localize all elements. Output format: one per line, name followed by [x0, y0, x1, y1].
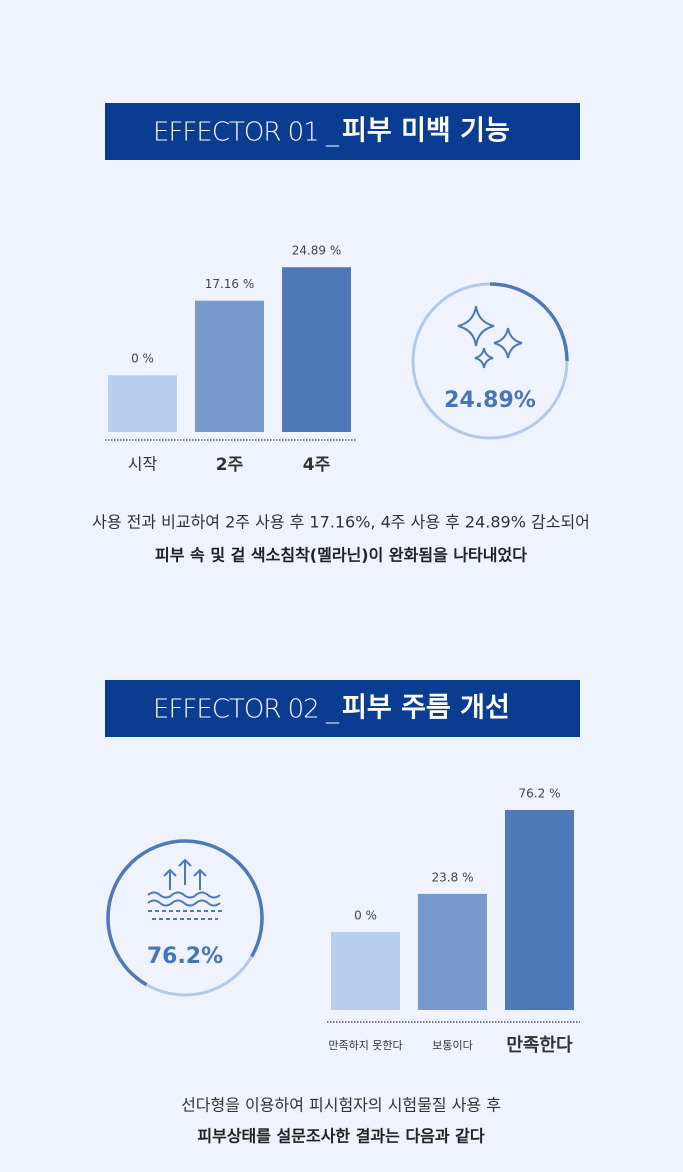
x-tick-label: 만족한다	[506, 1035, 573, 1056]
badge-value: 24.89%	[444, 388, 536, 413]
value-label: 23.8 %	[432, 870, 474, 884]
x-tick-label: 만족하지 못한다	[328, 1038, 402, 1052]
x-tick-label: 시작	[128, 455, 158, 474]
badge-value: 76.2%	[147, 944, 223, 969]
value-label: 0 %	[131, 352, 154, 366]
value-label: 24.89 %	[292, 244, 342, 258]
x-tick-label: 4주	[303, 455, 331, 475]
value-label: 17.16 %	[205, 277, 255, 291]
header-title: 피부 주름 개선	[342, 693, 510, 724]
value-label: 0 %	[354, 909, 377, 923]
bar	[418, 893, 487, 1010]
bar	[108, 375, 177, 432]
sparkle-icon	[457, 305, 523, 369]
caption: 피부 속 및 겉 색소침착(멜라닌)이 완화됨을 나타내었다	[155, 546, 527, 565]
badge-arc	[106, 839, 264, 987]
header-title: 피부 미백 기능	[342, 116, 510, 147]
badge-arc	[489, 282, 569, 362]
x-tick-label: 보통이다	[432, 1039, 472, 1052]
header-label: EFFECTOR 01 _	[153, 118, 340, 148]
wrinkle-icon	[147, 858, 222, 920]
caption: 피부상태를 설문조사한 결과는 다음과 같다	[197, 1127, 485, 1146]
x-tick-label: 2주	[216, 455, 244, 475]
bar	[505, 810, 574, 1010]
bar	[195, 300, 264, 432]
caption: 선다형을 이용하여 피시험자의 시험물질 사용 후	[181, 1096, 501, 1115]
bar	[331, 932, 400, 1010]
header-box	[105, 103, 580, 160]
header-label: EFFECTOR 02 _	[153, 695, 340, 725]
bar	[282, 267, 351, 432]
header-box	[105, 680, 580, 737]
value-label: 76.2 %	[519, 787, 561, 801]
caption: 사용 전과 비교하여 2주 사용 후 17.16%, 4주 사용 후 24.89…	[92, 513, 590, 532]
